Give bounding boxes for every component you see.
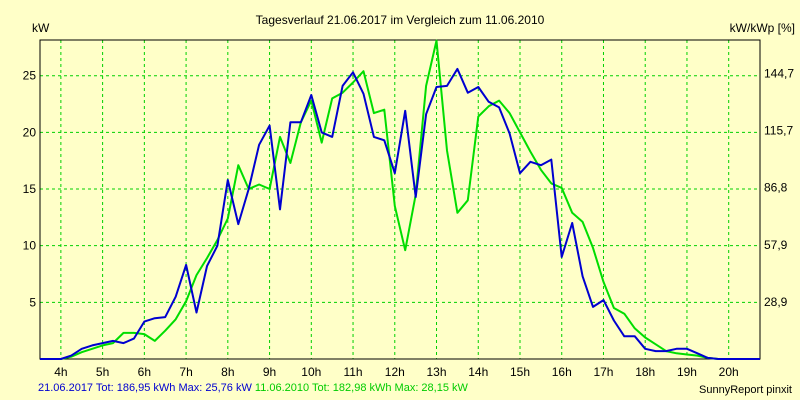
legend-series-2-date: 11.06.2010 <box>254 382 310 394</box>
y2-tick-label: 144,7 <box>764 66 794 80</box>
y2-axis-label: kW/kWp [%] <box>730 21 795 35</box>
x-tick-label: 10h <box>301 365 321 379</box>
legend-series-1-date: 21.06.2017 <box>38 382 94 394</box>
y-axis-label: kW <box>32 21 50 35</box>
plot-frame <box>39 39 761 360</box>
x-tick-label: 9h <box>263 365 276 379</box>
legend-series-1-stats: Tot: 186,95 kWh Max: 25,76 kW <box>95 382 252 394</box>
y2-tick-label: 86,8 <box>764 181 788 195</box>
chart-title: Tagesverlauf 21.06.2017 im Vergleich zum… <box>256 13 545 27</box>
x-tick-label: 18h <box>635 365 655 379</box>
legend: 21.06.2017 Tot: 186,95 kWh Max: 25,76 kW… <box>38 382 468 394</box>
legend-series-2: 11.06.2010 Tot: 182,98 kWh Max: 28,15 kW <box>255 382 468 394</box>
y-tick-label: 10 <box>23 239 37 253</box>
y-tick-label: 25 <box>23 69 37 83</box>
x-tick-label: 12h <box>385 365 405 379</box>
credit-text: SunnyReport pinxit <box>699 384 792 396</box>
legend-series-1: 21.06.2017 Tot: 186,95 kWh Max: 25,76 kW <box>38 382 252 394</box>
x-tick-label: 20h <box>719 365 739 379</box>
x-tick-label: 19h <box>677 365 697 379</box>
x-tick-label: 4h <box>54 365 67 379</box>
y-tick-label: 15 <box>23 182 37 196</box>
x-tick-label: 13h <box>427 365 447 379</box>
x-tick-label: 11h <box>343 365 362 379</box>
y-tick-label: 5 <box>29 295 36 309</box>
x-tick-label: 5h <box>96 365 109 379</box>
x-tick-label: 15h <box>510 365 530 379</box>
y2-tick-labels: 28,9 57,9 86,8 115,7 144,7 <box>764 66 794 308</box>
x-tick-label: 14h <box>468 365 488 379</box>
y-tick-labels: 5 10 15 20 25 <box>23 69 37 310</box>
x-tick-labels: 4h 5h 6h 7h 8h 9h 10h 11h 12h 13h 14h 15h 16h 17h 18h 1… <box>54 365 739 379</box>
x-tick-label: 8h <box>221 365 234 379</box>
grid <box>40 40 760 359</box>
series-line-1 <box>40 67 760 360</box>
legend-series-2-stats: Tot: 182,98 kWh Max: 28,15 kW <box>312 382 468 394</box>
y2-tick-label: 57,9 <box>764 238 788 252</box>
y-tick-label: 20 <box>23 125 37 139</box>
series-line-2 <box>40 39 760 360</box>
x-tick-label: 17h <box>593 365 613 379</box>
x-tick-label: 16h <box>552 365 572 379</box>
y2-tick-label: 115,7 <box>764 124 793 138</box>
x-tick-label: 7h <box>179 365 192 379</box>
y2-tick-label: 28,9 <box>764 295 788 309</box>
x-tick-label: 6h <box>138 365 151 379</box>
series-lines <box>40 39 760 360</box>
